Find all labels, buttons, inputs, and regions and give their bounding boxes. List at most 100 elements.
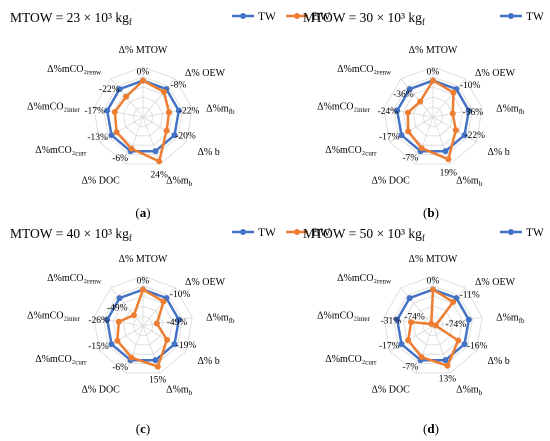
grid-ring	[122, 96, 164, 137]
grid-ring	[383, 66, 483, 165]
legend-label-tw: TW	[526, 11, 544, 23]
grid-ring	[403, 295, 463, 355]
data-point-tw	[406, 295, 413, 302]
panel-letter: (a)	[135, 205, 150, 220]
legend-label-bw: BW	[312, 11, 331, 23]
data-point-bw	[417, 98, 424, 105]
axis-label: Δ% b	[487, 356, 509, 367]
data-label: -22%	[99, 85, 120, 95]
grid-ring	[403, 86, 463, 146]
data-point-tw	[171, 341, 178, 348]
data-point-bw	[444, 362, 451, 369]
data-point-bw	[128, 354, 135, 361]
grid-spoke	[110, 287, 144, 327]
data-point-tw	[175, 316, 182, 323]
data-point-bw	[164, 336, 171, 343]
series-line-tw	[395, 79, 471, 153]
data-label: -22%	[179, 107, 200, 117]
series-line-tw	[105, 288, 181, 362]
data-point-tw	[116, 295, 123, 302]
data-label: -74%	[446, 320, 467, 330]
data-label: -22%	[464, 131, 485, 141]
legend-label-tw: TW	[526, 227, 544, 239]
data-label: -31%	[381, 316, 402, 326]
data-point-tw	[116, 86, 123, 93]
data-label: -17%	[379, 132, 400, 142]
axis-label: Δ%mfb	[496, 312, 525, 325]
data-point-bw	[130, 312, 137, 319]
axis-label: Δ%mCO₂inter	[27, 310, 80, 323]
data-label: 0%	[427, 277, 440, 287]
data-label: -17%	[379, 341, 400, 351]
data-point-bw	[404, 109, 411, 116]
legend-marker-tw	[508, 13, 514, 19]
axis-label: Δ%mfb	[206, 312, 235, 325]
data-point-bw	[128, 145, 135, 152]
data-label: -36%	[463, 108, 484, 118]
axis-label: Δ%mb	[166, 385, 193, 398]
axis-label: Δ%mCO₂curr	[325, 354, 377, 367]
data-point-bw	[430, 286, 436, 293]
data-label: -10%	[170, 290, 191, 300]
panel-letter: (d)	[423, 421, 439, 436]
data-point-bw	[123, 93, 130, 100]
data-point-bw	[405, 128, 412, 135]
grid-ring	[412, 305, 454, 346]
data-point-tw	[104, 316, 111, 323]
data-label: 15%	[149, 376, 167, 386]
radar-panel-a: MTOW = 23 × 10³ kgf TW BW Δ% MTOW Δ% OEW Δ%mf…	[10, 10, 331, 220]
grid-spoke	[125, 116, 144, 165]
axis-label: Δ% b	[197, 356, 219, 367]
axis-label: Δ%mb	[166, 176, 193, 189]
legend-marker-tw	[240, 13, 246, 19]
data-label: -8%	[170, 80, 186, 90]
data-label: -49%	[167, 318, 188, 328]
grid-ring	[383, 275, 483, 374]
data-label: -74%	[404, 312, 425, 322]
data-point-bw	[455, 337, 462, 344]
axis-label: Δ% OEW	[185, 277, 226, 288]
axis-label: Δ%mCO₂renw	[337, 273, 392, 286]
series-line-bw	[406, 79, 458, 161]
data-point-bw	[430, 77, 436, 84]
grid-ring	[393, 76, 473, 156]
axis-label: Δ% MTOW	[409, 254, 458, 265]
data-label: 13%	[439, 375, 457, 385]
data-point-bw	[418, 145, 425, 152]
legend: TW BW	[232, 11, 331, 23]
panel-title: MTOW = 30 × 10³ kgf	[303, 10, 425, 27]
data-point-bw	[163, 127, 170, 134]
data-point-bw	[114, 337, 121, 344]
data-label: -6%	[112, 363, 128, 373]
grid-spoke	[432, 107, 483, 118]
data-point-bw	[165, 109, 172, 116]
axis-label: Δ%mCO₂curr	[325, 145, 377, 158]
legend-marker-bw	[294, 13, 300, 19]
panel-title: MTOW = 40 × 10³ kgf	[10, 226, 132, 243]
data-label: -36%	[393, 90, 414, 100]
data-label: -7%	[402, 363, 418, 373]
axis-label: Δ%mCO₂renw	[47, 64, 102, 77]
axis-label: Δ% DOC	[371, 385, 410, 396]
axis-label: Δ%mb	[456, 385, 483, 398]
grid-ring	[132, 106, 154, 127]
data-point-tw	[442, 357, 449, 364]
series-line-bw	[116, 288, 169, 368]
legend-label-tw: TW	[258, 11, 276, 23]
grid-spoke	[432, 116, 451, 165]
data-point-bw	[452, 127, 459, 134]
data-point-bw	[449, 110, 456, 117]
axis-label: Δ% MTOW	[119, 254, 168, 265]
axis-label: Δ%mCO₂renw	[47, 273, 102, 286]
axis-label: Δ%mCO₂inter	[27, 101, 80, 114]
data-point-tw	[175, 107, 182, 114]
data-point-bw	[111, 109, 118, 116]
data-point-bw	[405, 337, 412, 344]
data-point-bw	[450, 89, 457, 96]
panel-title: MTOW = 50 × 10³ kgf	[303, 226, 425, 243]
data-point-tw	[394, 316, 401, 323]
data-point-tw	[108, 132, 115, 139]
data-label: 0%	[137, 68, 150, 78]
grid-ring	[393, 285, 473, 365]
